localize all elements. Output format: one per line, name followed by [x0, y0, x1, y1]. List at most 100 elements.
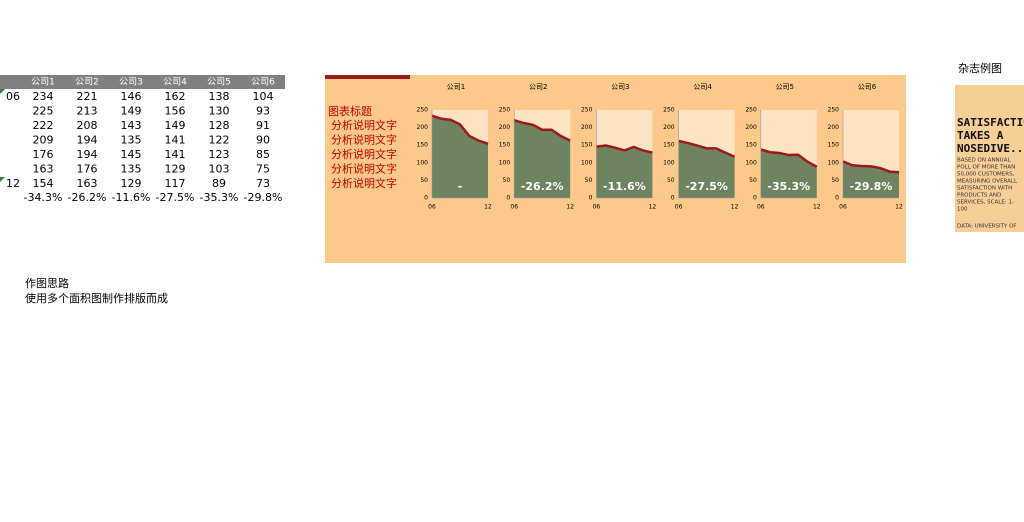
y-tick-label: 0	[506, 195, 510, 202]
notes-title: 作图思路	[25, 277, 69, 290]
y-tick-label: 250	[745, 107, 757, 114]
magazine-body: 100	[957, 207, 968, 213]
cell: 73	[256, 177, 270, 190]
magazine-body: SATISFACTION WITH	[957, 186, 1012, 192]
y-tick-label: 250	[417, 107, 429, 114]
x-tick-label: 12	[484, 204, 492, 211]
row-label: 06	[6, 90, 20, 103]
annotation: -	[458, 180, 463, 193]
cell: 163	[33, 163, 54, 176]
y-tick-label: 150	[745, 142, 757, 149]
annotation: -29.8%	[850, 180, 893, 193]
y-tick-label: 100	[828, 159, 840, 166]
y-tick-label: 0	[589, 195, 593, 202]
annotation: -26.2%	[521, 180, 564, 193]
cell: 138	[209, 90, 230, 103]
area-line	[678, 139, 736, 158]
cell: 154	[33, 177, 54, 190]
column-header: 公司1	[31, 77, 55, 88]
magazine-body: BASED ON ANNUAL	[957, 158, 1011, 164]
x-tick-label: 12	[731, 204, 739, 211]
cell: 176	[33, 148, 54, 161]
column-header: 公司5	[207, 77, 231, 88]
cell: 135	[121, 134, 142, 147]
y-tick-label: 0	[753, 195, 757, 202]
y-tick-label: 200	[581, 124, 593, 131]
y-tick-label: 100	[417, 159, 429, 166]
cell: 194	[77, 148, 98, 161]
cell: 209	[33, 134, 54, 147]
cell: 225	[33, 105, 54, 118]
panel-note: 分析说明文字	[331, 176, 397, 190]
magazine-body: MEASURING OVERALL	[957, 179, 1018, 185]
cell: 149	[165, 119, 186, 132]
cell: 85	[256, 148, 270, 161]
y-tick-label: 150	[417, 142, 429, 149]
panel-title: 图表标题	[328, 104, 372, 118]
change-cell: -35.3%	[200, 191, 239, 204]
magazine-headline: TAKES A	[957, 129, 1004, 142]
y-tick-label: 0	[835, 195, 839, 202]
y-tick-label: 50	[831, 177, 839, 184]
column-header: 公司3	[119, 77, 143, 88]
x-tick-label: 06	[757, 204, 765, 211]
magazine-headline: SATISFACTION	[957, 116, 1024, 129]
x-tick-label: 06	[593, 204, 601, 211]
panel-note: 分析说明文字	[331, 118, 397, 132]
cell: 141	[165, 148, 186, 161]
y-tick-label: 100	[581, 159, 593, 166]
change-cell: -27.5%	[156, 191, 195, 204]
x-tick-label: 06	[675, 204, 683, 211]
y-tick-label: 100	[745, 159, 757, 166]
y-tick-label: 150	[828, 142, 840, 149]
cell: 89	[212, 177, 226, 190]
column-header: 公司6	[251, 77, 275, 88]
cell: 75	[256, 163, 270, 176]
y-tick-label: 50	[420, 177, 428, 184]
area-line	[842, 160, 900, 174]
x-tick-label: 06	[510, 204, 518, 211]
chart-title: 公司1	[447, 83, 465, 91]
x-tick-label: 12	[895, 204, 903, 211]
cell-marker	[0, 177, 5, 182]
cell: 234	[33, 90, 54, 103]
y-tick-label: 50	[749, 177, 757, 184]
y-tick-label: 250	[581, 107, 593, 114]
x-tick-label: 06	[428, 204, 436, 211]
y-tick-label: 50	[503, 177, 511, 184]
cell: 149	[121, 105, 142, 118]
cell: 143	[121, 119, 142, 132]
y-tick-label: 50	[585, 177, 593, 184]
area	[678, 140, 735, 198]
change-cell: -34.3%	[24, 191, 63, 204]
cell: 90	[256, 134, 270, 147]
cell: 130	[209, 105, 230, 118]
cell: 162	[165, 90, 186, 103]
y-tick-label: 200	[417, 124, 429, 131]
chart-title: 公司5	[776, 83, 794, 91]
cell-marker	[0, 89, 5, 94]
row-label: 12	[6, 177, 20, 190]
cell: 135	[121, 163, 142, 176]
y-tick-label: 250	[828, 107, 840, 114]
y-tick-label: 250	[663, 107, 675, 114]
annotation: -35.3%	[767, 180, 810, 193]
cell: 194	[77, 134, 98, 147]
cell: 221	[77, 90, 98, 103]
y-tick-label: 200	[499, 124, 511, 131]
cell: 141	[165, 134, 186, 147]
area-line	[513, 119, 571, 142]
area-line	[760, 148, 818, 168]
cell: 91	[256, 119, 270, 132]
area-line	[596, 144, 653, 154]
y-tick-label: 50	[667, 177, 675, 184]
chart-title: 公司4	[693, 83, 712, 91]
column-header: 公司4	[163, 77, 187, 88]
area	[514, 120, 571, 198]
cell: 104	[253, 90, 274, 103]
chart-title: 公司2	[529, 83, 547, 91]
area-line	[431, 114, 489, 145]
annotation: -27.5%	[685, 180, 728, 193]
y-tick-label: 0	[671, 195, 675, 202]
